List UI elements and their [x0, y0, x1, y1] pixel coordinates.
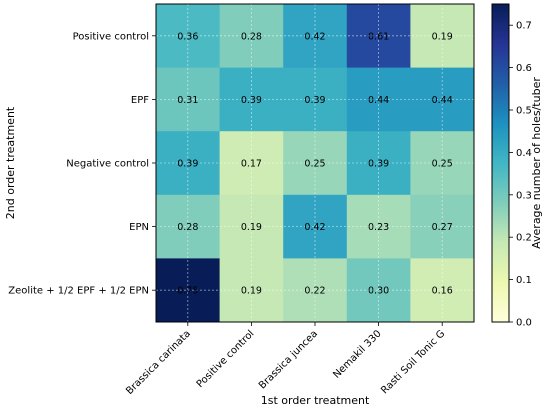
cell-value-label: 0.30 [368, 286, 389, 297]
cell-value-label: 0.39 [177, 159, 198, 170]
y-tick-label: Zeolite + 1/2 EPF + 1/2 EPN [8, 286, 149, 297]
y-tick-label: EPF [131, 95, 149, 106]
colorbar-tick-label: 0.7 [516, 21, 532, 32]
colorbar-tick-label: 0.1 [516, 275, 532, 286]
x-tick-label: Nemakil 330 [331, 328, 383, 380]
colorbar-tick-label: 0.0 [516, 318, 532, 329]
y-axis-ticks: Positive control EPF Negative control EPN Ze… [8, 31, 156, 297]
cell-value-label: 0.75 [177, 286, 198, 297]
x-tick-label: Brassica carinata [124, 328, 193, 397]
colorbar-ticks: 0.0 0.1 0.2 0.3 0.4 0.5 0.6 0.7 [509, 21, 532, 329]
y-axis-label: 2nd order treatment [4, 106, 17, 219]
cell-value-label: 0.22 [304, 286, 325, 297]
colorbar-tick-label: 0.2 [516, 233, 532, 244]
y-tick-label: Negative control [66, 159, 149, 170]
cell-value-label: 0.25 [432, 159, 453, 170]
cell-value-label: 0.17 [241, 159, 262, 170]
x-tick-label: Brassica juncea [257, 328, 320, 391]
cell-value-label: 0.61 [368, 31, 389, 42]
cell-value-label: 0.16 [432, 286, 453, 297]
colorbar-label: Average number of holes/tuber [530, 77, 543, 249]
gridlines [156, 4, 474, 322]
y-tick-label: EPN [129, 222, 149, 233]
colorbar [491, 3, 510, 323]
colorbar-tick-label: 0.5 [516, 106, 532, 117]
cell-value-label: 0.28 [177, 222, 198, 233]
cell-value-label: 0.23 [368, 222, 389, 233]
cell-value-label: 0.44 [368, 95, 389, 106]
cell-value-label: 0.27 [432, 222, 453, 233]
x-tick-label: Rasti Soil Tonic G [379, 328, 447, 396]
cell-value-label: 0.44 [432, 95, 453, 106]
x-axis-label: 1st order treatment [261, 394, 370, 407]
colorbar-tick-label: 0.6 [516, 63, 532, 74]
cell-value-label: 0.19 [241, 286, 262, 297]
colorbar-tick-label: 0.3 [516, 190, 532, 201]
cell-value-label: 0.19 [432, 31, 453, 42]
x-tick-label: Positive control [195, 328, 257, 390]
y-tick-label: Positive control [73, 31, 149, 42]
cell-value-label: 0.25 [304, 159, 325, 170]
cell-value-label: 0.39 [241, 95, 262, 106]
x-axis-ticks: Brassica carinata Positive control Brassic… [124, 322, 447, 397]
cell-value-label: 0.42 [304, 222, 325, 233]
cell-value-label: 0.31 [177, 95, 198, 106]
cell-value-label: 0.19 [241, 222, 262, 233]
cell-value-labels: 0.36 0.28 0.42 0.61 0.19 0.31 0.39 0.39 0.44 0.44… [177, 31, 453, 296]
cell-value-label: 0.39 [304, 95, 325, 106]
colorbar-tick-label: 0.4 [516, 148, 532, 159]
cell-value-label: 0.42 [304, 31, 325, 42]
cell-value-label: 0.36 [177, 31, 198, 42]
cell-value-label: 0.28 [241, 31, 262, 42]
cell-value-label: 0.39 [368, 159, 389, 170]
